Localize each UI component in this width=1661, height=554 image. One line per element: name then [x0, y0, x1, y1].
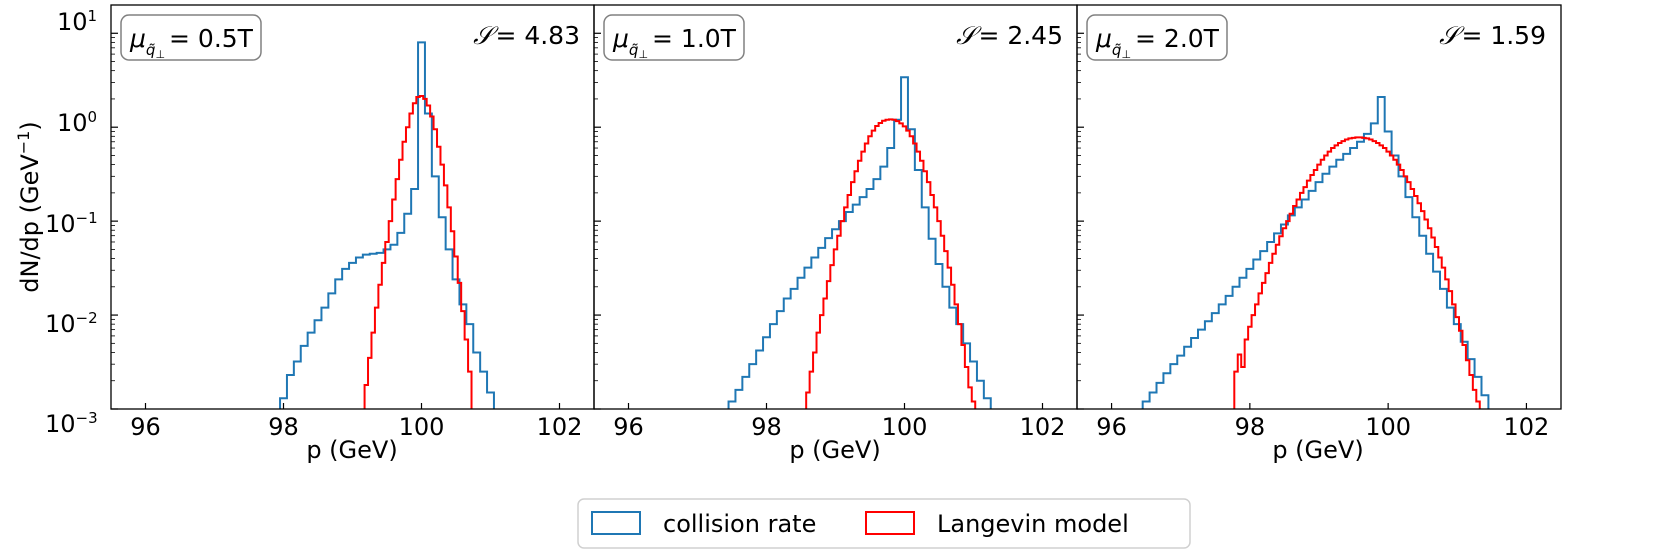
- y-tick-label: 100: [57, 108, 97, 137]
- legend: collision rate Langevin model: [577, 498, 1191, 549]
- plot-area: 96 98 100 102: [593, 4, 1078, 441]
- series-line-collision-rate: [727, 76, 992, 409]
- x-tick-label: 96: [130, 413, 161, 441]
- series-line-langevin-model: [363, 94, 473, 409]
- s-value: 𝒮 = 2.45: [956, 21, 1063, 50]
- series-line-collision-rate: [1141, 95, 1490, 409]
- mu-annotation: μq̃⊥= 1.0T: [612, 24, 737, 61]
- x-axis-label: p (GeV): [306, 436, 397, 464]
- x-axis-label: p (GeV): [1272, 436, 1363, 464]
- x-tick-label: 102: [1020, 413, 1066, 441]
- x-tick-label: 98: [268, 413, 299, 441]
- mu-annotation-box: μq̃⊥= 2.0T: [1086, 14, 1228, 61]
- x-tick-label: 98: [751, 413, 782, 441]
- y-tick-label: 10−2: [45, 309, 98, 338]
- y-tick-label: 101: [57, 7, 97, 36]
- y-axis-label: dN/dp (GeV−1): [14, 121, 45, 292]
- x-tick-label: 102: [537, 413, 583, 441]
- axes-frame: [110, 4, 595, 410]
- axes-frame: [593, 4, 1078, 410]
- x-tick-label: 100: [399, 413, 445, 441]
- x-tick-label: 96: [1096, 413, 1127, 441]
- legend-label-collision-rate: collision rate: [663, 510, 816, 538]
- x-tick-label: 98: [1235, 413, 1266, 441]
- s-value: 𝒮 = 4.83: [473, 21, 580, 50]
- plot-area: 96 98 100 102: [110, 4, 595, 441]
- legend-label-langevin-model: Langevin model: [937, 510, 1129, 538]
- panel-mu-2.0T: 96 98 100 102 μq̃⊥= 2.0T 𝒮 = 1.59 p (GeV): [1076, 4, 1562, 464]
- axes-frame: [1076, 4, 1562, 410]
- x-axis-label: p (GeV): [789, 436, 880, 464]
- legend-frame: [577, 498, 1191, 549]
- x-tick-label: 96: [613, 413, 644, 441]
- s-value: 𝒮 = 1.59: [1439, 21, 1546, 50]
- mu-annotation: μq̃⊥= 0.5T: [129, 24, 254, 61]
- x-tick-label: 100: [1365, 413, 1411, 441]
- series-line-langevin-model: [805, 118, 977, 409]
- legend-entry-langevin-model: Langevin model: [865, 510, 1129, 538]
- mu-annotation-box: μq̃⊥= 0.5T: [120, 14, 262, 61]
- panel-mu-0.5T: 96 98 100 102 μq̃⊥= 0.5T 𝒮 = 4.83 p (GeV): [110, 4, 595, 464]
- y-tick-label: 10−1: [45, 209, 98, 238]
- legend-swatch-collision-rate: [591, 511, 641, 535]
- x-tick-label: 100: [882, 413, 928, 441]
- plot-area: 96 98 100 102: [1076, 4, 1562, 441]
- y-tick-label: 10−3: [45, 409, 98, 438]
- panel-mu-1.0T: 96 98 100 102 μq̃⊥= 1.0T 𝒮 = 2.45 p (GeV): [593, 4, 1078, 464]
- legend-swatch-langevin-model: [865, 511, 915, 535]
- y-tick-labels: 101 100 10−1 10−2 10−3: [45, 7, 98, 438]
- x-tick-label: 102: [1504, 413, 1550, 441]
- legend-entry-collision-rate: collision rate: [591, 510, 816, 538]
- series-line-collision-rate: [279, 41, 495, 409]
- mu-annotation-box: μq̃⊥= 1.0T: [603, 14, 745, 61]
- mu-annotation: μq̃⊥= 2.0T: [1095, 24, 1220, 61]
- series-line-langevin-model: [1233, 136, 1481, 409]
